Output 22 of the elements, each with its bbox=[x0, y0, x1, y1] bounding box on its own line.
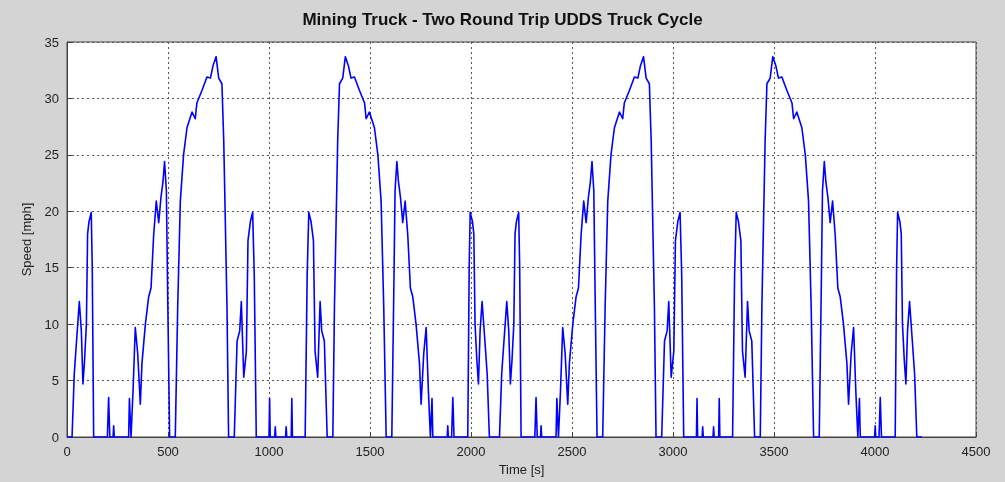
x-tick-label: 2500 bbox=[557, 444, 587, 459]
y-tick-label: 20 bbox=[44, 203, 59, 219]
x-tick-label: 4500 bbox=[961, 444, 991, 459]
x-tick-label: 2000 bbox=[456, 444, 486, 459]
line-series bbox=[66, 55, 923, 438]
x-tick-label: 0 bbox=[63, 444, 71, 459]
x-tick-label: 1500 bbox=[355, 444, 385, 459]
y-tick-label: 10 bbox=[44, 316, 59, 332]
x-axis-title: Time [s] bbox=[498, 461, 545, 477]
y-tick-label: 35 bbox=[44, 34, 59, 50]
chart-title: Mining Truck - Two Round Trip UDDS Truck Cycle bbox=[302, 10, 703, 29]
x-tick-label: 500 bbox=[157, 444, 179, 459]
x-tick-label: 3500 bbox=[759, 444, 789, 459]
x-tick-label: 3000 bbox=[658, 444, 688, 459]
y-tick-label: 15 bbox=[44, 260, 59, 276]
y-tick-label: 5 bbox=[51, 373, 59, 389]
x-tick-label: 1000 bbox=[254, 444, 284, 459]
y-axis-title: Speed [mph] bbox=[19, 202, 34, 277]
y-tick-label: 30 bbox=[44, 90, 59, 106]
y-tick-label: 0 bbox=[51, 429, 59, 445]
y-tick-label: 25 bbox=[44, 147, 59, 163]
x-tick-label: 4000 bbox=[860, 444, 890, 459]
